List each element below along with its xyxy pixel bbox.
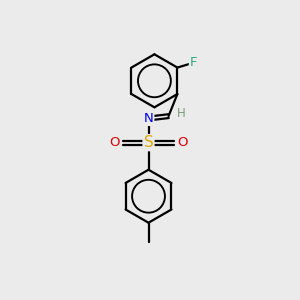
Text: O: O <box>177 136 188 149</box>
Text: N: N <box>144 112 153 125</box>
Text: O: O <box>109 136 120 149</box>
Text: S: S <box>144 135 153 150</box>
Text: H: H <box>176 107 185 120</box>
Text: F: F <box>190 56 197 69</box>
